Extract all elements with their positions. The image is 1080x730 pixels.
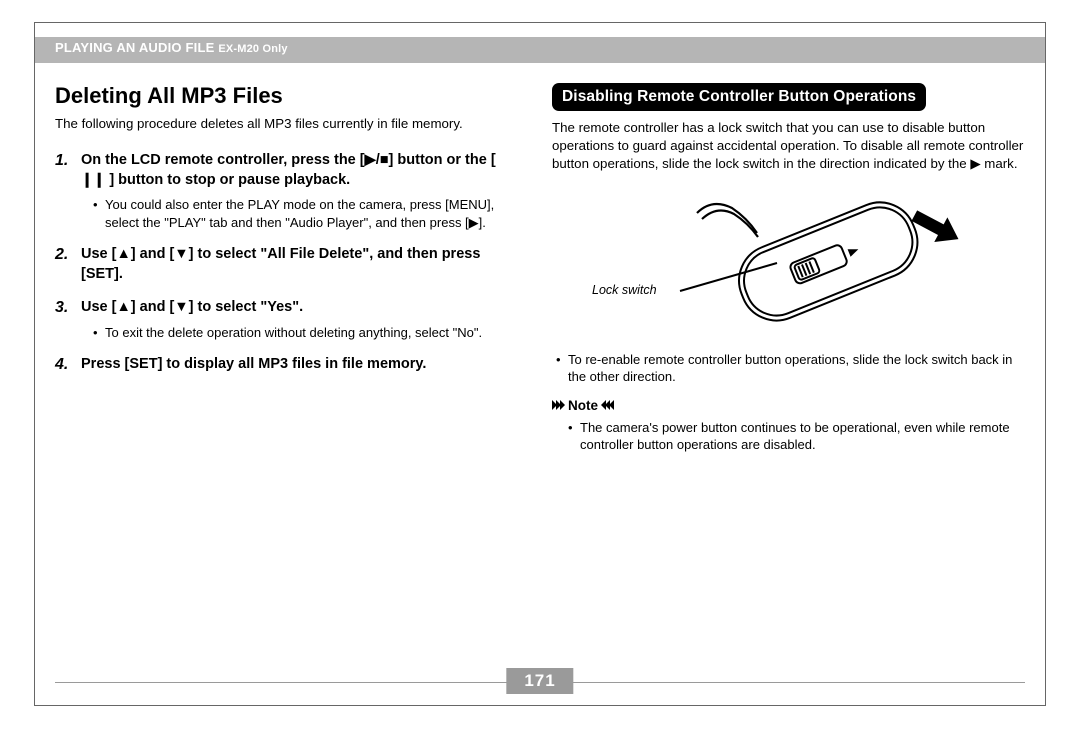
note-header: Note (552, 398, 1025, 413)
right-bullet-item: To re-enable remote controller button op… (556, 351, 1025, 386)
step-item: 4. Press [SET] to display all MP3 files … (55, 355, 522, 375)
page-number: 171 (506, 668, 573, 694)
section-header-main: PLAYING AN AUDIO FILE (55, 40, 215, 55)
right-bullet-list: To re-enable remote controller button op… (552, 351, 1025, 386)
diagram-label: Lock switch (592, 283, 657, 297)
note-arrows-right-icon (552, 400, 564, 410)
step-body: Use [▲] and [▼] to select "Yes". To exit… (81, 298, 522, 341)
section-header-label: PLAYING AN AUDIO FILE EX-M20 Only (55, 40, 288, 55)
note-bullet-list: The camera's power button continues to b… (552, 419, 1025, 454)
left-column: Deleting All MP3 Files The following pro… (55, 83, 522, 454)
content-columns: Deleting All MP3 Files The following pro… (55, 83, 1025, 454)
step-sub-list: To exit the delete operation without del… (81, 324, 522, 342)
right-subsection-band: Disabling Remote Controller Button Opera… (552, 83, 926, 111)
manual-page: PLAYING AN AUDIO FILE EX-M20 Only Deleti… (34, 22, 1046, 706)
step-item: 2. Use [▲] and [▼] to select "All File D… (55, 245, 522, 284)
section-header-sub: EX-M20 Only (218, 43, 287, 55)
step-number: 2. (55, 245, 81, 284)
note-arrows-left-icon (602, 400, 614, 410)
right-column: Disabling Remote Controller Button Opera… (552, 83, 1025, 454)
step-body: Press [SET] to display all MP3 files in … (81, 355, 522, 375)
lock-switch-diagram: Lock switch (552, 183, 1025, 333)
step-main-text: Use [▲] and [▼] to select "All File Dele… (81, 245, 522, 284)
step-item: 3. Use [▲] and [▼] to select "Yes". To e… (55, 298, 522, 341)
left-intro: The following procedure deletes all MP3 … (55, 115, 522, 133)
left-title: Deleting All MP3 Files (55, 83, 522, 109)
step-sub-item: To exit the delete operation without del… (93, 324, 522, 342)
step-main-text: On the LCD remote controller, press the … (81, 151, 522, 190)
step-body: On the LCD remote controller, press the … (81, 151, 522, 231)
step-main-text: Press [SET] to display all MP3 files in … (81, 355, 522, 375)
step-number: 1. (55, 151, 81, 231)
step-sub-list: You could also enter the PLAY mode on th… (81, 196, 522, 231)
step-body: Use [▲] and [▼] to select "All File Dele… (81, 245, 522, 284)
step-main-text: Use [▲] and [▼] to select "Yes". (81, 298, 522, 318)
section-header-band: PLAYING AN AUDIO FILE EX-M20 Only (35, 37, 1045, 63)
note-label: Note (568, 398, 598, 413)
right-para-1: The remote controller has a lock switch … (552, 119, 1025, 173)
lock-switch-svg (552, 183, 1025, 333)
step-number: 4. (55, 355, 81, 375)
note-bullet-item: The camera's power button continues to b… (568, 419, 1025, 454)
step-number: 3. (55, 298, 81, 341)
step-item: 1. On the LCD remote controller, press t… (55, 151, 522, 231)
steps-list: 1. On the LCD remote controller, press t… (55, 151, 522, 375)
step-sub-item: You could also enter the PLAY mode on th… (93, 196, 522, 231)
